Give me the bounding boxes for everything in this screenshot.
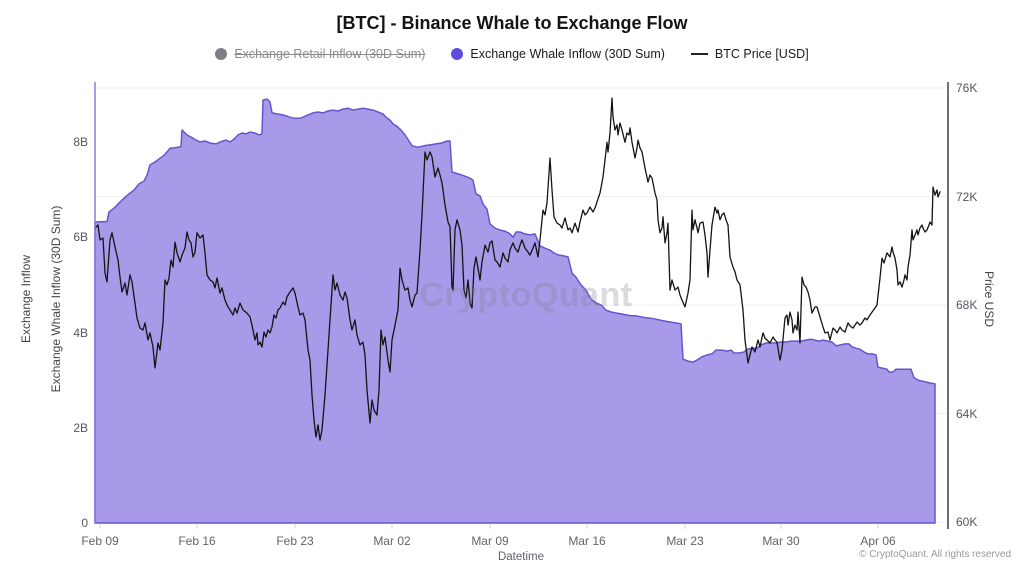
y-axis-title-exchange-inflow: Exchange Inflow: [19, 254, 33, 344]
legend-label-retail: Exchange Retail Inflow (30D Sum): [234, 47, 426, 61]
y-axis-right-tick-68K: 68K: [956, 298, 978, 312]
legend: Exchange Retail Inflow (30D Sum) Exchang…: [0, 47, 1024, 61]
y-axis-left-tick-6B: 6B: [73, 230, 88, 245]
x-axis-tick-Mar-09: Mar 09: [471, 534, 509, 548]
y-axis-title-price-usd: Price USD: [982, 270, 996, 327]
x-axis-title: Datetime: [497, 551, 545, 563]
copyright-notice: © CryptoQuant. All rights reserved: [859, 549, 1011, 560]
x-axis-tick-Feb-16: Feb 16: [178, 534, 216, 548]
whale-inflow-dot-icon: [451, 48, 464, 60]
y-axis-title-whale-inflow: Exchange Whale Inflow (30D Sum): [49, 205, 63, 393]
page-title: [BTC] - Binance Whale to Exchange Flow: [336, 13, 688, 33]
retail-inflow-dot-icon: [215, 48, 228, 60]
y-axis-left-tick-2B: 2B: [73, 420, 88, 435]
legend-item-whale-inflow[interactable]: Exchange Whale Inflow (30D Sum): [451, 47, 665, 61]
x-axis-tick-Mar-23: Mar 23: [666, 534, 704, 548]
btc-price-line-icon: [690, 53, 708, 55]
y-axis-left-tick-0: 0: [81, 516, 88, 530]
y-axis-left-tick-4B: 4B: [73, 325, 88, 340]
y-axis-left-tick-8B: 8B: [73, 135, 88, 149]
x-axis-tick-Feb-23: Feb 23: [276, 534, 314, 548]
y-axis-right-tick-64K: 64K: [956, 406, 978, 421]
x-axis-tick-Apr-06: Apr 06: [860, 534, 896, 548]
y-axis-right-tick-76K: 76K: [956, 81, 978, 95]
x-axis-tick-Feb-09: Feb 09: [81, 534, 119, 548]
legend-label-whale: Exchange Whale Inflow (30D Sum): [470, 47, 665, 61]
x-axis-tick-Mar-02: Mar 02: [373, 534, 411, 548]
legend-item-btc-price[interactable]: BTC Price [USD]: [690, 47, 809, 61]
y-axis-right-tick-60K: 60K: [956, 515, 978, 529]
legend-label-btc-price: BTC Price [USD]: [714, 47, 809, 61]
x-axis-tick-Mar-30: Mar 30: [762, 534, 800, 548]
y-axis-right-tick-72K: 72K: [956, 189, 978, 204]
legend-item-retail-inflow[interactable]: Exchange Retail Inflow (30D Sum): [215, 47, 425, 61]
x-axis-tick-Mar-16: Mar 16: [568, 534, 606, 548]
